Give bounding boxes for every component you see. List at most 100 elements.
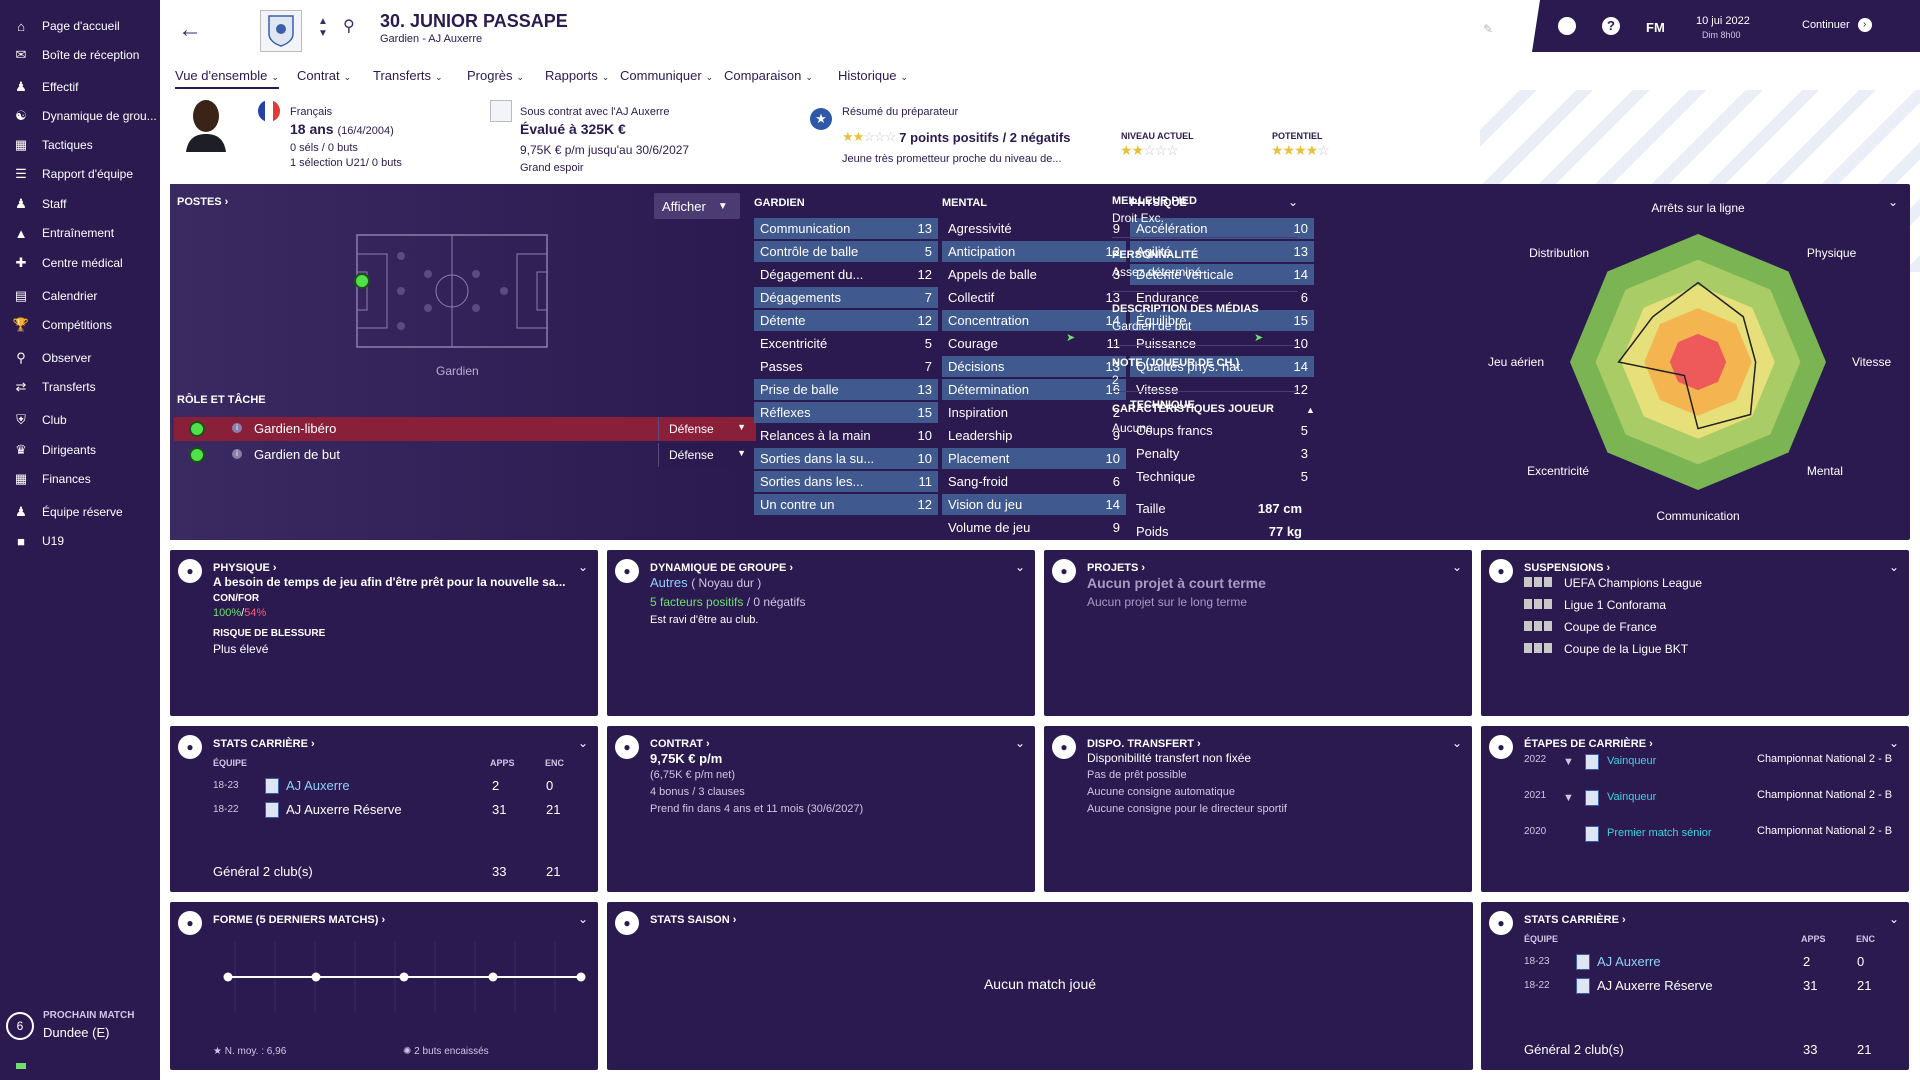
sidebar-item-16[interactable]: ♟ Équipe réserve bbox=[0, 498, 160, 526]
sidebar-item-15[interactable]: ▦ Finances bbox=[0, 465, 160, 493]
info-icon[interactable]: i bbox=[232, 449, 242, 459]
attribute-row[interactable]: Concentration 14 bbox=[942, 310, 1126, 331]
attribute-row[interactable]: Détermination 16 bbox=[942, 379, 1126, 400]
scout-summary[interactable]: ★★☆☆☆ 7 points positifs / 2 négatifs bbox=[842, 129, 1070, 145]
milestone-event[interactable]: Vainqueur bbox=[1607, 791, 1657, 803]
attribute-row[interactable]: Relances à la main 10 bbox=[754, 425, 938, 446]
attribute-row[interactable]: Sorties dans la su... 10 bbox=[754, 448, 938, 469]
attribute-row[interactable]: Appels de balle 3 bbox=[942, 264, 1126, 285]
attribute-row[interactable]: Un contre un 12 bbox=[754, 494, 938, 515]
milestone-event[interactable]: Vainqueur bbox=[1607, 755, 1657, 767]
club-crest-icon[interactable] bbox=[260, 10, 302, 52]
sidebar-item-7[interactable]: ▲ Entraînement bbox=[0, 219, 160, 247]
chevron-down-icon[interactable]: ⌄ bbox=[1014, 736, 1025, 750]
chevron-down-icon[interactable]: ⌄ bbox=[1887, 195, 1898, 209]
role-row[interactable]: i Gardien de but Défense ▼ bbox=[174, 443, 756, 467]
form-point[interactable] bbox=[488, 972, 498, 982]
attribute-row[interactable]: Placement 10 bbox=[942, 448, 1126, 469]
chevron-down-icon[interactable]: ⌄ bbox=[1451, 736, 1462, 750]
positive-factors[interactable]: 5 facteurs positifs bbox=[650, 595, 744, 609]
dynamics-card-title[interactable]: DYNAMIQUE DE GROUPE › bbox=[650, 562, 794, 574]
sidebar-item-12[interactable]: ⇄ Transferts bbox=[0, 373, 160, 401]
back-arrow-icon[interactable]: ← bbox=[178, 16, 202, 43]
chevron-down-icon[interactable]: ⌄ bbox=[1288, 195, 1299, 209]
attribute-row[interactable]: Excentricité 5 bbox=[754, 333, 938, 354]
sidebar-item-11[interactable]: ⚲ Observer bbox=[0, 344, 160, 372]
tab-4[interactable]: Rapports ⌄ bbox=[545, 68, 609, 83]
sidebar-item-10[interactable]: 🏆 Compétitions bbox=[0, 311, 160, 339]
contract-card-title[interactable]: CONTRAT › bbox=[650, 738, 710, 750]
chevron-down-icon[interactable]: ⌄ bbox=[577, 912, 588, 926]
search-icon[interactable]: ⚲ bbox=[343, 18, 355, 35]
sidebar-item-13[interactable]: ⛨ Club bbox=[0, 406, 160, 434]
continue-button[interactable]: Continuer › bbox=[1802, 18, 1872, 32]
edit-icon[interactable]: ✎ bbox=[1483, 22, 1494, 36]
attribute-row[interactable]: Agressivité 9 bbox=[942, 218, 1126, 239]
projects-card-title[interactable]: PROJETS › bbox=[1087, 562, 1146, 574]
team-name[interactable]: AJ Auxerre Réserve bbox=[286, 802, 402, 817]
attribute-row[interactable]: Prise de balle 13 bbox=[754, 379, 938, 400]
attribute-row[interactable]: Volume de jeu 9 bbox=[942, 517, 1126, 538]
team-name[interactable]: AJ Auxerre bbox=[286, 778, 350, 793]
tab-7[interactable]: Historique ⌄ bbox=[838, 68, 908, 83]
tab-3[interactable]: Progrès ⌄ bbox=[467, 68, 524, 83]
chevron-down-icon[interactable]: ⌄ bbox=[1014, 560, 1025, 574]
team-name[interactable]: AJ Auxerre bbox=[1597, 954, 1661, 969]
attribute-row[interactable]: Équilibre 15 bbox=[1130, 310, 1314, 331]
sidebar-item-2[interactable]: ♟ Effectif bbox=[0, 73, 160, 101]
help-icon[interactable]: ? bbox=[1602, 17, 1620, 35]
milestone-event[interactable]: Premier match sénior bbox=[1607, 827, 1712, 839]
form-point[interactable] bbox=[399, 972, 409, 982]
chevron-down-icon[interactable]: ⌄ bbox=[1451, 560, 1462, 574]
chevron-up-icon[interactable]: ▲ bbox=[1306, 405, 1315, 415]
attribute-row[interactable]: Inspiration 2 bbox=[942, 402, 1126, 423]
attribute-row[interactable]: Sorties dans les... 11 bbox=[754, 471, 938, 492]
role-row[interactable]: i Gardien-libéro Défense ▼ bbox=[174, 417, 756, 441]
next-match[interactable]: 6 PROCHAIN MATCH Dundee (E) bbox=[6, 1008, 156, 1058]
attribute-row[interactable]: Courage 11 bbox=[942, 333, 1126, 354]
team-name[interactable]: AJ Auxerre Réserve bbox=[1597, 978, 1713, 993]
attribute-row[interactable]: Passes 7 bbox=[754, 356, 938, 377]
attribute-row[interactable]: Agilité 13 bbox=[1130, 241, 1314, 262]
attribute-row[interactable]: Communication 13 bbox=[754, 218, 938, 239]
attribute-row[interactable]: Puissance 10 bbox=[1130, 333, 1314, 354]
show-dropdown[interactable]: Afficher ▼ bbox=[654, 193, 740, 219]
attribute-row[interactable]: Dégagement du... 12 bbox=[754, 264, 938, 285]
form-point[interactable] bbox=[223, 972, 233, 982]
sidebar-item-17[interactable]: ■ U19 bbox=[0, 527, 160, 555]
attribute-row[interactable]: Vitesse 12 bbox=[1130, 379, 1314, 400]
milestones-card-title[interactable]: ÉTAPES DE CARRIÈRE › bbox=[1524, 738, 1653, 750]
attribute-row[interactable]: Contrôle de balle 5 bbox=[754, 241, 938, 262]
career-stats-card-2-title[interactable]: STATS CARRIÈRE › bbox=[1524, 914, 1626, 926]
scout-description[interactable]: Jeune très prometteur proche du niveau d… bbox=[842, 153, 1062, 165]
form-point[interactable] bbox=[311, 972, 321, 982]
attribute-row[interactable]: Leadership 9 bbox=[942, 425, 1126, 446]
info-icon[interactable]: i bbox=[232, 423, 242, 433]
attribute-row[interactable]: Sang-froid 6 bbox=[942, 471, 1126, 492]
attribute-row[interactable]: Réflexes 15 bbox=[754, 402, 938, 423]
sidebar-item-3[interactable]: ☯ Dynamique de grou... bbox=[0, 102, 160, 130]
sidebar-item-4[interactable]: ▦ Tactiques bbox=[0, 131, 160, 159]
attribute-row[interactable]: Coups francs 5 bbox=[1130, 420, 1314, 441]
tab-1[interactable]: Contrat ⌄ bbox=[297, 68, 351, 83]
career-stats-card-title[interactable]: STATS CARRIÈRE › bbox=[213, 738, 315, 750]
attribute-row[interactable]: Détente 12 bbox=[754, 310, 938, 331]
sidebar-item-1[interactable]: ✉ Boîte de réception bbox=[0, 41, 160, 69]
sidebar-item-5[interactable]: ☰ Rapport d'équipe bbox=[0, 160, 160, 188]
form-card-title[interactable]: FORME (5 DERNIERS MATCHS) › bbox=[213, 914, 386, 926]
physique-card-title[interactable]: PHYSIQUE › bbox=[213, 562, 277, 574]
sidebar-item-9[interactable]: ▤ Calendrier bbox=[0, 282, 160, 310]
tab-5[interactable]: Communiquer ⌄ bbox=[620, 68, 713, 83]
attribute-row[interactable]: Vision du jeu 14 bbox=[942, 494, 1126, 515]
attribute-row[interactable]: Dégagements 7 bbox=[754, 287, 938, 308]
suspensions-card-title[interactable]: SUSPENSIONS › bbox=[1524, 562, 1611, 574]
sidebar-item-14[interactable]: ♛ Dirigeants bbox=[0, 436, 160, 464]
attribute-row[interactable]: Accélération 10 bbox=[1130, 218, 1314, 239]
transfer-card-title[interactable]: DISPO. TRANSFERT › bbox=[1087, 738, 1201, 750]
tab-0[interactable]: Vue d'ensemble ⌄ bbox=[175, 68, 279, 89]
duty-dropdown[interactable]: Défense ▼ bbox=[658, 443, 756, 467]
player-switch-icon[interactable]: ▲ ▼ bbox=[318, 16, 328, 39]
attribute-row[interactable]: Technique 5 bbox=[1130, 466, 1314, 487]
tab-2[interactable]: Transferts ⌄ bbox=[373, 68, 443, 83]
form-point[interactable] bbox=[576, 972, 586, 982]
